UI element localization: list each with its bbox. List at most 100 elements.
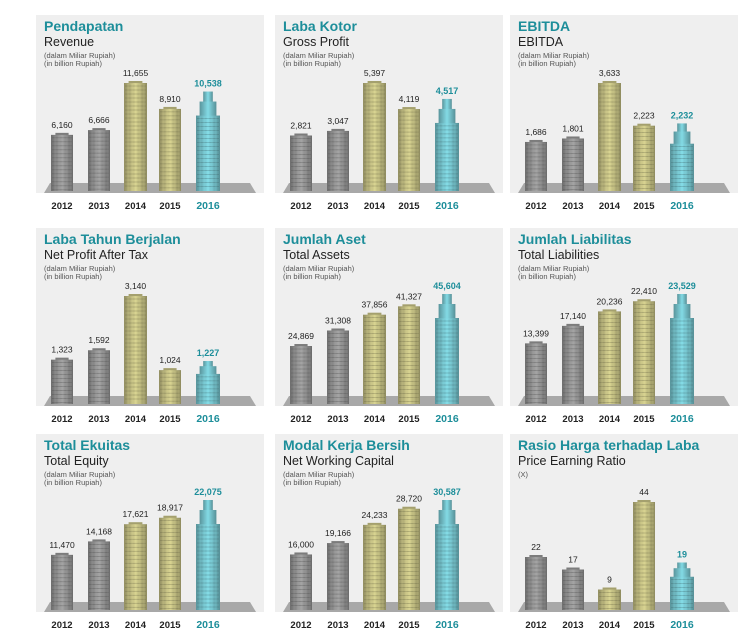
bar-2014 — [124, 294, 147, 404]
bar-2012 — [525, 341, 547, 404]
tick-label: 2014 — [125, 414, 147, 425]
tick-label: 2015 — [633, 620, 655, 631]
chart-background — [510, 15, 738, 193]
chart-unit-id: (dalam Miliar Rupiah) — [518, 264, 590, 273]
chart-unit-id: (dalam Miliar Rupiah) — [283, 470, 355, 479]
bar-2014 — [598, 309, 621, 404]
tick-label: 2012 — [290, 620, 311, 631]
bar-2014 — [363, 81, 386, 191]
chart-unit-id: (X) — [518, 470, 528, 479]
data-label: 18,917 — [157, 503, 183, 513]
bar-2013 — [562, 567, 584, 610]
tick-label: 2016 — [196, 413, 220, 425]
tick-label: 2013 — [88, 201, 109, 212]
tick-label: 2012 — [51, 201, 72, 212]
chart-panel: Jumlah Liabilitas Total Liabilities (dalam… — [510, 228, 738, 428]
tick-label: 2014 — [364, 414, 386, 425]
data-label: 2,223 — [633, 111, 655, 121]
chart-title: Modal Kerja Bersih — [283, 437, 410, 453]
chart-plot: 16,000 2012 19,166 2013 24,233 2014 28,720 2015… — [283, 487, 495, 631]
bar-2013 — [88, 128, 110, 191]
chart-title: Rasio Harga terhadap Laba — [518, 437, 700, 453]
data-label: 9 — [607, 575, 612, 585]
chart-unit-id: (dalam Miliar Rupiah) — [44, 470, 116, 479]
bar-2013 — [562, 136, 584, 191]
chart-background — [510, 228, 738, 406]
bar-2012 — [290, 344, 312, 404]
bar-2016 — [670, 562, 694, 610]
tick-label: 2016 — [670, 619, 694, 631]
chart-panel: Modal Kerja Bersih Net Working Capital (da… — [275, 434, 503, 634]
chart-background — [275, 434, 503, 612]
tick-label: 2016 — [196, 200, 220, 212]
tick-label: 2012 — [51, 620, 72, 631]
chart-background — [36, 434, 264, 612]
bar-2016 — [670, 123, 694, 191]
chart-plot: 22 2012 17 2013 9 2014 44 2015 19 2016 — [518, 487, 730, 631]
tick-label: 2014 — [599, 201, 621, 212]
bar-2012 — [290, 552, 312, 610]
bar-2016 — [196, 500, 220, 610]
chart-floor — [44, 396, 256, 406]
chart-panel: EBITDA EBITDA (dalam Miliar Rupiah) (in bil… — [510, 15, 738, 215]
bar-2016 — [435, 500, 459, 610]
chart-panel: Laba Tahun Berjalan Net Profit After Tax (… — [36, 228, 264, 428]
bar-2014 — [598, 587, 621, 610]
tick-label: 2015 — [398, 201, 420, 212]
chart-subtitle: Net Working Capital — [283, 454, 394, 468]
chart-unit-id: (dalam Miliar Rupiah) — [518, 51, 590, 60]
bar-2015 — [633, 123, 655, 191]
bar-2012 — [525, 139, 547, 191]
tick-label: 2014 — [125, 620, 147, 631]
data-label: 10,538 — [194, 79, 222, 89]
tick-label: 2013 — [88, 620, 109, 631]
chart-floor — [283, 183, 495, 193]
tick-label: 2013 — [327, 201, 348, 212]
data-label: 17,621 — [123, 509, 149, 519]
bar-2015 — [398, 107, 420, 191]
tick-label: 2015 — [159, 414, 181, 425]
data-label: 44 — [639, 487, 649, 497]
bar-2016 — [435, 98, 459, 191]
chart-floor — [44, 602, 256, 612]
tick-label: 2012 — [51, 414, 72, 425]
chart-unit-en: (in billion Rupiah) — [44, 272, 102, 281]
chart-title: Laba Kotor — [283, 18, 357, 34]
tick-label: 2014 — [599, 414, 621, 425]
data-label: 2,232 — [671, 110, 694, 120]
data-label: 41,327 — [396, 291, 422, 301]
tick-label: 2015 — [398, 414, 420, 425]
bar-2014 — [363, 312, 386, 404]
bar-2013 — [88, 348, 110, 404]
tick-label: 2015 — [633, 414, 655, 425]
chart-title: Pendapatan — [44, 18, 124, 34]
chart-unit-id: (dalam Miliar Rupiah) — [283, 264, 355, 273]
tick-label: 2012 — [525, 620, 546, 631]
data-label: 1,227 — [197, 348, 220, 358]
chart-background — [36, 15, 264, 193]
bar-2015 — [159, 368, 181, 404]
chart-background — [510, 434, 738, 612]
chart-unit-en: (in billion Rupiah) — [283, 59, 341, 68]
bar-2015 — [633, 500, 655, 610]
data-label: 17,140 — [560, 311, 586, 321]
chart-subtitle: Net Profit After Tax — [44, 248, 148, 262]
tick-label: 2012 — [525, 201, 546, 212]
data-label: 24,869 — [288, 331, 314, 341]
data-label: 13,399 — [523, 328, 549, 338]
bar-2012 — [51, 132, 73, 191]
data-label: 4,119 — [399, 94, 420, 104]
chart-plot: 24,869 2012 31,308 2013 37,856 2014 41,327 2015… — [283, 281, 495, 425]
data-label: 4,517 — [436, 86, 459, 96]
chart-plot: 11,470 2012 14,168 2013 17,621 2014 18,917 2015… — [44, 487, 256, 631]
tick-label: 2013 — [562, 414, 583, 425]
tick-label: 2015 — [159, 620, 181, 631]
bar-2016 — [670, 294, 694, 404]
tick-label: 2015 — [398, 620, 420, 631]
chart-floor — [44, 183, 256, 193]
chart-unit-id: (dalam Miliar Rupiah) — [283, 51, 355, 60]
data-label: 23,529 — [668, 281, 696, 291]
bar-2012 — [51, 552, 73, 610]
tick-label: 2013 — [562, 620, 583, 631]
chart-title: Jumlah Aset — [283, 231, 366, 247]
